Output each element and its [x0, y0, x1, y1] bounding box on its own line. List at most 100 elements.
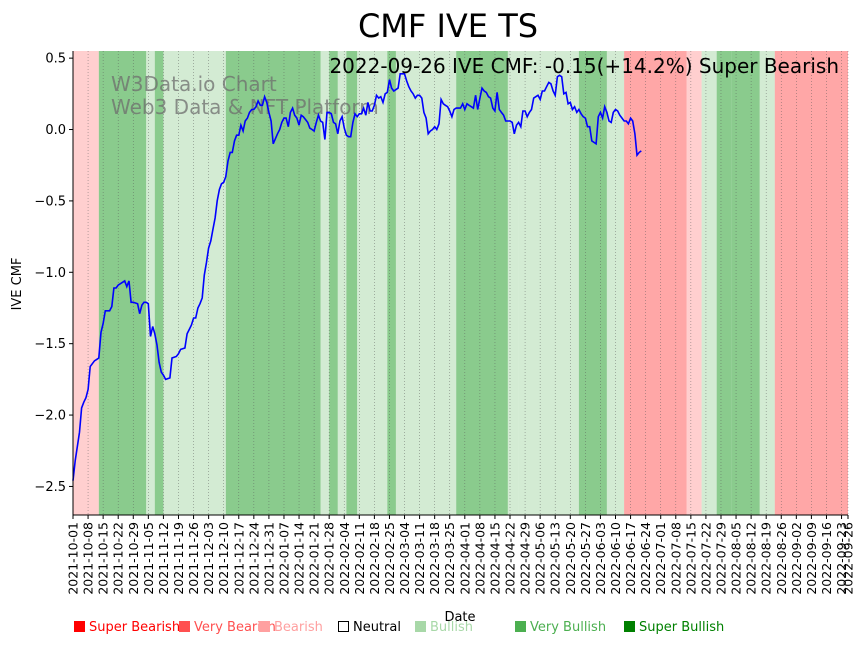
y-tick-label: −2.0	[34, 409, 66, 424]
x-tick-label: 2022-07-22	[698, 522, 713, 595]
x-tick-label: 2021-11-12	[156, 522, 171, 595]
legend-item-bullish: Bullish	[415, 620, 473, 635]
x-tick-label: 2021-12-03	[201, 522, 216, 595]
legend-swatch	[74, 621, 85, 632]
x-tick-label: 2022-05-20	[563, 522, 578, 595]
legend-label: Super Bullish	[639, 620, 725, 635]
x-tick-label: 2022-02-18	[367, 522, 382, 595]
legend-label: Bullish	[430, 620, 474, 635]
x-tick-label: 2022-02-04	[337, 522, 352, 595]
x-tick-label: 2022-01-14	[292, 522, 307, 595]
x-tick-label: 2022-04-01	[457, 522, 472, 595]
x-tick-label: 2022-07-08	[668, 522, 683, 595]
x-tick-label: 2022-06-24	[638, 522, 653, 595]
y-tick-label: 0.5	[45, 52, 66, 67]
signal-band	[578, 51, 607, 515]
x-tick-label: 2021-12-17	[231, 522, 246, 595]
y-tick-label: −2.5	[34, 480, 66, 495]
x-tick-label: 2022-03-11	[412, 522, 427, 595]
x-tick-label: 2022-05-13	[548, 522, 563, 595]
legend-swatch	[515, 621, 526, 632]
x-tick-label: 2022-09-02	[789, 522, 804, 595]
signal-band	[456, 51, 508, 515]
x-tick-label: 2022-01-07	[276, 522, 291, 595]
legend-label: Super Bearish	[89, 620, 181, 635]
x-tick-label: 2022-08-26	[774, 522, 789, 595]
x-tick-label: 2022-08-12	[744, 522, 759, 595]
x-tick-label: 2022-06-03	[593, 522, 608, 595]
legend-item-very-bullish: Very Bullish	[515, 620, 606, 635]
x-tick-label: 2021-12-24	[246, 522, 261, 595]
x-tick-label: 2022-08-05	[729, 522, 744, 595]
x-tick-label: 2022-03-25	[442, 522, 457, 595]
signal-band	[357, 51, 388, 515]
legend-label: Very Bearish	[194, 620, 276, 635]
chart-title: CMF IVE TS	[358, 7, 538, 45]
x-axis-label: Date	[444, 610, 475, 625]
signal-band	[337, 51, 347, 515]
x-tick-label: 2022-04-08	[472, 522, 487, 595]
x-tick-label: 2022-07-29	[713, 522, 728, 595]
signal-band	[731, 51, 760, 515]
y-tick-label: −0.5	[34, 194, 66, 209]
signal-band	[759, 51, 775, 515]
x-tick-label: 2021-12-31	[261, 522, 276, 595]
x-tick-label: 2022-06-17	[623, 522, 638, 595]
signal-band	[154, 51, 164, 515]
legend-label: Very Bullish	[530, 620, 607, 635]
x-tick-label: 2021-11-26	[186, 522, 201, 595]
latest-annotation: 2022-09-26 IVE CMF: -0.15(+14.2%) Super …	[329, 54, 839, 78]
legend-swatch	[259, 621, 270, 632]
x-tick-label: 2022-07-15	[683, 522, 698, 595]
signal-band	[716, 51, 732, 515]
x-tick-label: 2021-10-22	[111, 522, 126, 595]
x-tick-label: 2022-05-27	[578, 522, 593, 595]
y-tick-label: −1.5	[34, 337, 66, 352]
x-tick-label: 2021-10-15	[96, 522, 111, 595]
watermark-line: W3Data.io Chart	[111, 72, 277, 96]
x-tick-label: 2021-12-10	[216, 522, 231, 595]
x-tick-label: 2022-01-28	[322, 522, 337, 595]
legend-swatch	[415, 621, 426, 632]
x-tick-label: 2022-09-26	[841, 522, 856, 595]
legend-swatch	[624, 621, 635, 632]
legend-swatch	[338, 621, 349, 632]
x-tick-label: 2022-02-11	[352, 522, 367, 595]
x-tick-label: 2022-04-22	[503, 522, 518, 595]
cmf-series-line	[72, 73, 642, 481]
x-tick-label: 2021-10-01	[66, 522, 81, 595]
y-axis-ticks: 0.5 0.0 −0.5 −1.0 −1.5 −2.0 −2.5	[34, 52, 73, 495]
x-tick-label: 2021-10-29	[126, 522, 141, 595]
signal-band	[146, 51, 155, 515]
legend-swatch	[179, 621, 190, 632]
x-axis-ticks: 2021-10-01 2021-10-08 2021-10-15 2021-10-22…	[66, 515, 856, 595]
signal-band	[387, 51, 396, 515]
legend-item-bearish: Bearish	[259, 620, 323, 635]
x-tick-label: 2022-09-23	[834, 522, 849, 595]
signal-band	[518, 51, 579, 515]
signal-band	[395, 51, 457, 515]
signal-band	[320, 51, 330, 515]
y-axis-label: IVE CMF	[10, 258, 25, 311]
legend-item-super-bullish: Super Bullish	[624, 620, 724, 635]
axes	[72, 51, 848, 516]
x-tick-label: 2021-11-19	[171, 522, 186, 595]
x-tick-label: 2022-06-10	[608, 522, 623, 595]
x-tick-label: 2022-03-18	[427, 522, 442, 595]
signal-band	[624, 51, 687, 515]
watermark-line: Web3 Data & NFT Platform	[111, 95, 379, 119]
signal-band	[701, 51, 717, 515]
legend-item-very-bearish: Very Bearish	[179, 620, 276, 635]
signal-band	[329, 51, 338, 515]
x-tick-label: 2021-10-08	[81, 522, 96, 595]
y-tick-label: −1.0	[34, 266, 66, 281]
x-tick-label: 2022-02-25	[382, 522, 397, 595]
x-tick-label: 2022-09-16	[819, 522, 834, 595]
x-tick-label: 2022-08-19	[759, 522, 774, 595]
x-tick-label: 2022-04-29	[518, 522, 533, 595]
legend-item-neutral: Neutral	[338, 620, 401, 635]
signal-band	[73, 51, 99, 515]
x-tick-label: 2022-03-04	[397, 522, 412, 595]
